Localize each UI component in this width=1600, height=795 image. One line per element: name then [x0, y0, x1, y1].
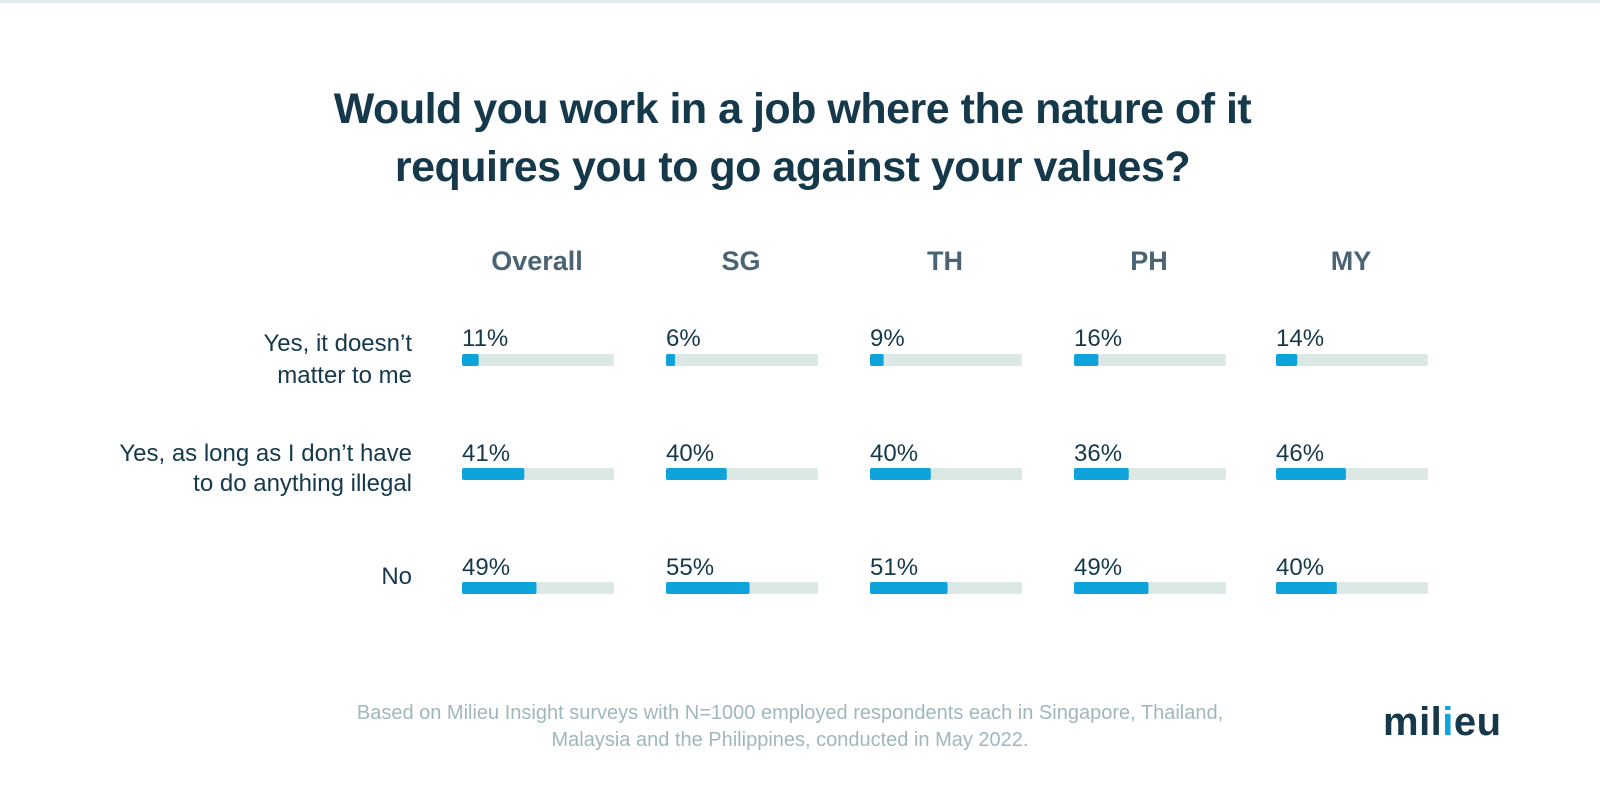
row-label: matter to me	[277, 362, 412, 389]
chart-title: Would you work in a job where the nature…	[200, 80, 1385, 196]
column-header: PH	[1130, 246, 1168, 276]
bar	[666, 354, 676, 366]
bar-track	[666, 354, 818, 366]
value-label: 55%	[666, 554, 714, 581]
value-label: 40%	[1276, 554, 1324, 581]
bar-track	[870, 354, 1022, 366]
chart-title-line: requires you to go against your values?	[394, 143, 1191, 191]
bar	[462, 354, 479, 366]
row-label: No	[381, 563, 412, 590]
bar	[870, 468, 931, 480]
bar	[462, 468, 525, 480]
bar	[870, 354, 884, 366]
top-divider	[0, 0, 1600, 3]
bar	[1276, 468, 1346, 480]
logo-dotted-letter: i	[1442, 700, 1454, 744]
bar	[870, 582, 948, 594]
column-header: Overall	[491, 246, 583, 276]
value-label: 40%	[666, 440, 714, 467]
value-label: 9%	[870, 325, 905, 352]
logo-text-end: eu	[1453, 700, 1502, 744]
bar	[462, 582, 537, 594]
row-label: Yes, as long as I don’t have	[119, 440, 412, 467]
bar-track	[1074, 354, 1226, 366]
bar	[1074, 354, 1099, 366]
bar	[1074, 468, 1129, 480]
bar-track	[462, 354, 614, 366]
row-label: Yes, it doesn’t	[263, 330, 412, 357]
value-label: 41%	[462, 440, 510, 467]
bar	[1276, 582, 1337, 594]
value-label: 40%	[870, 440, 918, 467]
bar-track	[1276, 354, 1428, 366]
value-label: 36%	[1074, 440, 1122, 467]
bar	[1074, 582, 1149, 594]
value-label: 11%	[462, 325, 508, 352]
footnote: Based on Milieu Insight surveys with N=1…	[300, 700, 1280, 754]
bar	[1276, 354, 1298, 366]
footnote-line: Based on Milieu Insight surveys with N=1…	[356, 702, 1224, 724]
column-header: SG	[721, 246, 760, 276]
milieu-logo: milieu	[1383, 700, 1502, 745]
column-header: MY	[1331, 246, 1372, 276]
logo-text-start: mil	[1383, 700, 1443, 744]
value-label: 46%	[1276, 440, 1324, 467]
value-label: 49%	[462, 554, 510, 581]
value-label: 6%	[666, 325, 701, 352]
row-label: to do anything illegal	[193, 470, 412, 497]
value-label: 16%	[1074, 325, 1122, 352]
value-label: 14%	[1276, 325, 1324, 352]
bar	[666, 468, 727, 480]
chart-title-line: Would you work in a job where the nature…	[333, 85, 1252, 133]
column-header: TH	[927, 246, 963, 276]
value-label: 51%	[870, 554, 918, 581]
footnote-line: Malaysia and the Philippines, conducted …	[551, 729, 1029, 751]
bar	[666, 582, 750, 594]
value-label: 49%	[1074, 554, 1122, 581]
